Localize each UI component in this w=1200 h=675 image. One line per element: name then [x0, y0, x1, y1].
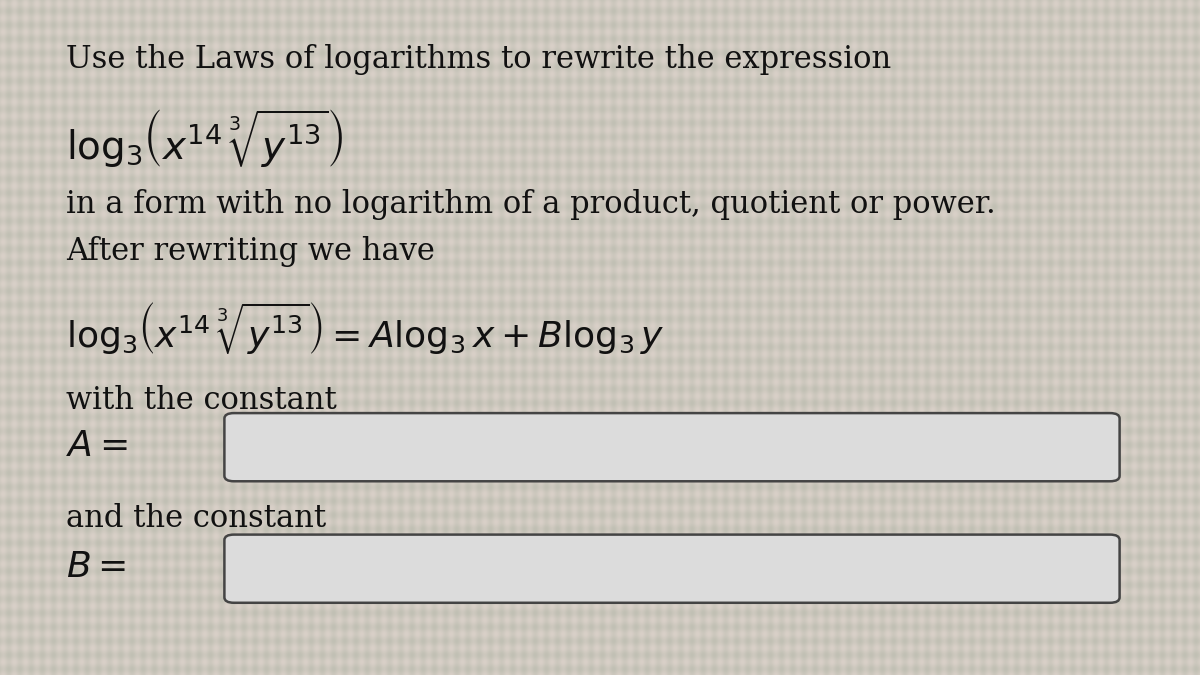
- FancyBboxPatch shape: [224, 535, 1120, 603]
- Text: $B =$: $B =$: [66, 550, 126, 584]
- Text: with the constant: with the constant: [66, 385, 337, 416]
- Text: in a form with no logarithm of a product, quotient or power.: in a form with no logarithm of a product…: [66, 189, 996, 220]
- Text: $A =$: $A =$: [66, 429, 128, 462]
- FancyBboxPatch shape: [224, 413, 1120, 481]
- Text: and the constant: and the constant: [66, 503, 326, 534]
- Text: $\log_3\!\left(x^{14}\,\sqrt[3]{y^{13}}\right)$: $\log_3\!\left(x^{14}\,\sqrt[3]{y^{13}}\…: [66, 108, 343, 170]
- Text: After rewriting we have: After rewriting we have: [66, 236, 434, 267]
- Text: $\log_3\!\left(x^{14}\,\sqrt[3]{y^{13}}\right) = A\log_3 x + B\log_3 y$: $\log_3\!\left(x^{14}\,\sqrt[3]{y^{13}}\…: [66, 300, 665, 357]
- Text: Use the Laws of logarithms to rewrite the expression: Use the Laws of logarithms to rewrite th…: [66, 44, 892, 75]
